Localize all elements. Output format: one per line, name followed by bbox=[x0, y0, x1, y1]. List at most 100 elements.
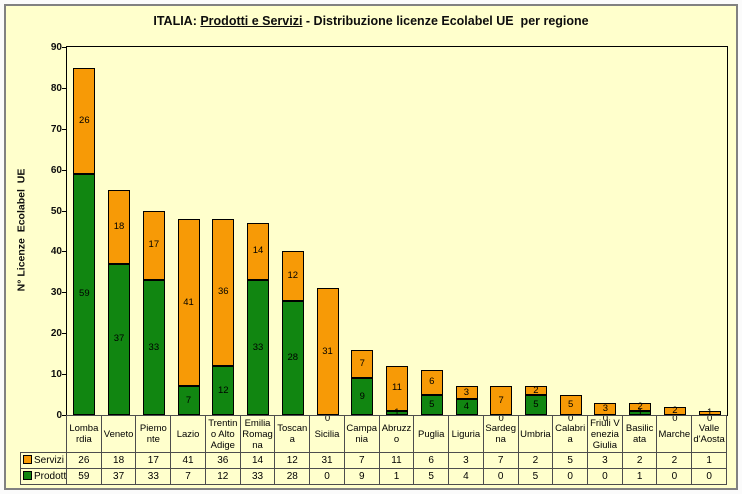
category-cell: Marche bbox=[656, 415, 693, 453]
value-cell: 7 bbox=[170, 468, 206, 485]
value-cell: 26 bbox=[66, 452, 102, 469]
value-cell: 2 bbox=[621, 452, 658, 469]
category-cell: Lombardia bbox=[66, 415, 102, 453]
y-tick-label: 20 bbox=[50, 328, 62, 340]
bar-segment-servizi bbox=[386, 365, 408, 411]
category-cell: Friuli Venezia Giulia bbox=[587, 415, 623, 453]
y-tick-label: 70 bbox=[50, 123, 62, 135]
category-row: Lombardia Veneto Piemonte Lazio Trentino Alt… bbox=[21, 415, 727, 453]
y-tick-mark bbox=[62, 169, 66, 171]
bar-segment-prodotti bbox=[524, 394, 547, 415]
chart-title-underlined: Prodotti e Servizi bbox=[200, 14, 303, 28]
y-tick-mark bbox=[62, 333, 66, 335]
value-cell: 33 bbox=[239, 468, 276, 485]
value-cell: 12 bbox=[274, 452, 311, 469]
value-cell: 1 bbox=[378, 468, 415, 485]
bar-segment-servizi bbox=[698, 410, 721, 415]
category-cell: Sicilia bbox=[309, 415, 345, 453]
bar-segment-servizi bbox=[281, 251, 304, 301]
bar-segment-servizi bbox=[559, 394, 582, 415]
y-axis-title: N° Licenze Ecolabel UE bbox=[15, 168, 27, 292]
value-cell: 7 bbox=[343, 452, 380, 469]
bar-segment-servizi bbox=[663, 406, 686, 415]
bar-segment-servizi bbox=[316, 288, 339, 415]
bar-segment-prodotti bbox=[281, 300, 304, 415]
bar-segment-servizi bbox=[177, 218, 200, 387]
bar-segment-prodotti bbox=[108, 263, 131, 415]
category-cell: Abruzzo bbox=[378, 415, 415, 453]
category-cell: Puglia bbox=[413, 415, 450, 453]
value-cell: 0 bbox=[587, 468, 623, 485]
y-axis: 0 10 20 30 40 50 60 70 80 90 bbox=[32, 42, 62, 421]
bar-segment-prodotti bbox=[142, 280, 165, 415]
y-tick-mark bbox=[62, 415, 66, 416]
y-tick-mark bbox=[62, 128, 66, 130]
legend-key-servizi: Servizi bbox=[20, 452, 67, 469]
series-row-prodotti: Prodotti 59 37 33 7 12 33 28 0 9 1 5 4 0 5 0 0 1 0 0 bbox=[20, 468, 727, 485]
bar-segment-prodotti bbox=[386, 410, 408, 415]
y-tick-label: 0 bbox=[56, 410, 62, 421]
bar-segment-servizi bbox=[142, 210, 165, 281]
value-cell: 18 bbox=[100, 452, 137, 469]
bar-segment-servizi bbox=[490, 386, 513, 415]
y-tick-label: 40 bbox=[50, 246, 62, 258]
value-cell: 3 bbox=[448, 452, 484, 469]
bar-segment-prodotti bbox=[212, 365, 235, 415]
value-cell: 5 bbox=[552, 452, 589, 469]
bar-segment-prodotti bbox=[420, 394, 443, 415]
bar-segment-servizi bbox=[73, 67, 96, 174]
data-table: Lombardia Veneto Piemonte Lazio Trentino Alt… bbox=[20, 415, 727, 485]
chart-title-suffix: - Distribuzione licenze Ecolabel UE per … bbox=[302, 14, 589, 28]
value-cell: 12 bbox=[204, 468, 241, 485]
value-cell: 0 bbox=[482, 468, 519, 485]
value-cell: 0 bbox=[656, 468, 693, 485]
bar-segment-servizi bbox=[629, 402, 652, 411]
value-cell: 5 bbox=[517, 468, 554, 485]
category-cell: Umbria bbox=[517, 415, 554, 453]
category-cell: Calabria bbox=[552, 415, 589, 453]
bar-segment-servizi bbox=[108, 190, 131, 264]
y-tick-mark bbox=[62, 47, 66, 48]
series-row-servizi: Servizi 26 18 17 41 36 14 12 31 7 11 6 3 7 2 5 3 2 2 1 bbox=[20, 452, 727, 469]
y-tick-mark bbox=[62, 210, 66, 212]
value-cell: 5 bbox=[413, 468, 450, 485]
bar-segment-servizi bbox=[212, 218, 235, 366]
legend-label: Prodotti bbox=[34, 471, 67, 482]
value-cell: 41 bbox=[170, 452, 206, 469]
category-cell: Valle d'Aosta bbox=[691, 415, 727, 453]
y-tick-mark bbox=[62, 251, 66, 253]
bar-segment-prodotti bbox=[73, 173, 96, 415]
bar-segment-prodotti bbox=[177, 386, 200, 415]
chart-title: ITALIA: Prodotti e Servizi - Distribuzio… bbox=[6, 14, 736, 28]
value-cell: 2 bbox=[656, 452, 693, 469]
value-cell: 31 bbox=[309, 452, 345, 469]
prodotti-swatch-icon bbox=[23, 471, 32, 480]
value-cell: 1 bbox=[621, 468, 658, 485]
y-tick-mark bbox=[62, 374, 66, 376]
value-cell: 28 bbox=[274, 468, 311, 485]
category-cell: Piemonte bbox=[135, 415, 172, 453]
bar-segment-prodotti bbox=[247, 280, 270, 415]
bar-segment-servizi bbox=[420, 370, 443, 395]
category-cell: Basilicata bbox=[621, 415, 658, 453]
value-cell: 36 bbox=[204, 452, 241, 469]
value-cell: 33 bbox=[135, 468, 172, 485]
value-cell: 9 bbox=[343, 468, 380, 485]
value-cell: 1 bbox=[691, 452, 727, 469]
category-cell: Lazio bbox=[170, 415, 206, 453]
value-cell: 2 bbox=[517, 452, 554, 469]
value-cell: 14 bbox=[239, 452, 276, 469]
plot-area: 59 26 37 18 33 17 7 41 12 36 33 14 28 12 0 31 9 7 1 11 5 6 4 3 0… bbox=[66, 46, 728, 424]
bar-segment-servizi bbox=[455, 386, 478, 399]
value-cell: 4 bbox=[448, 468, 484, 485]
bar-segment-prodotti bbox=[629, 410, 652, 415]
bar-segment-servizi bbox=[351, 349, 374, 379]
value-cell: 0 bbox=[309, 468, 345, 485]
y-tick-label: 90 bbox=[50, 42, 62, 53]
value-cell: 17 bbox=[135, 452, 172, 469]
legend-label: Servizi bbox=[34, 455, 65, 466]
bar-segment-prodotti bbox=[351, 378, 374, 415]
value-cell: 7 bbox=[482, 452, 519, 469]
y-tick-label: 30 bbox=[50, 287, 62, 299]
value-cell: 59 bbox=[66, 468, 102, 485]
